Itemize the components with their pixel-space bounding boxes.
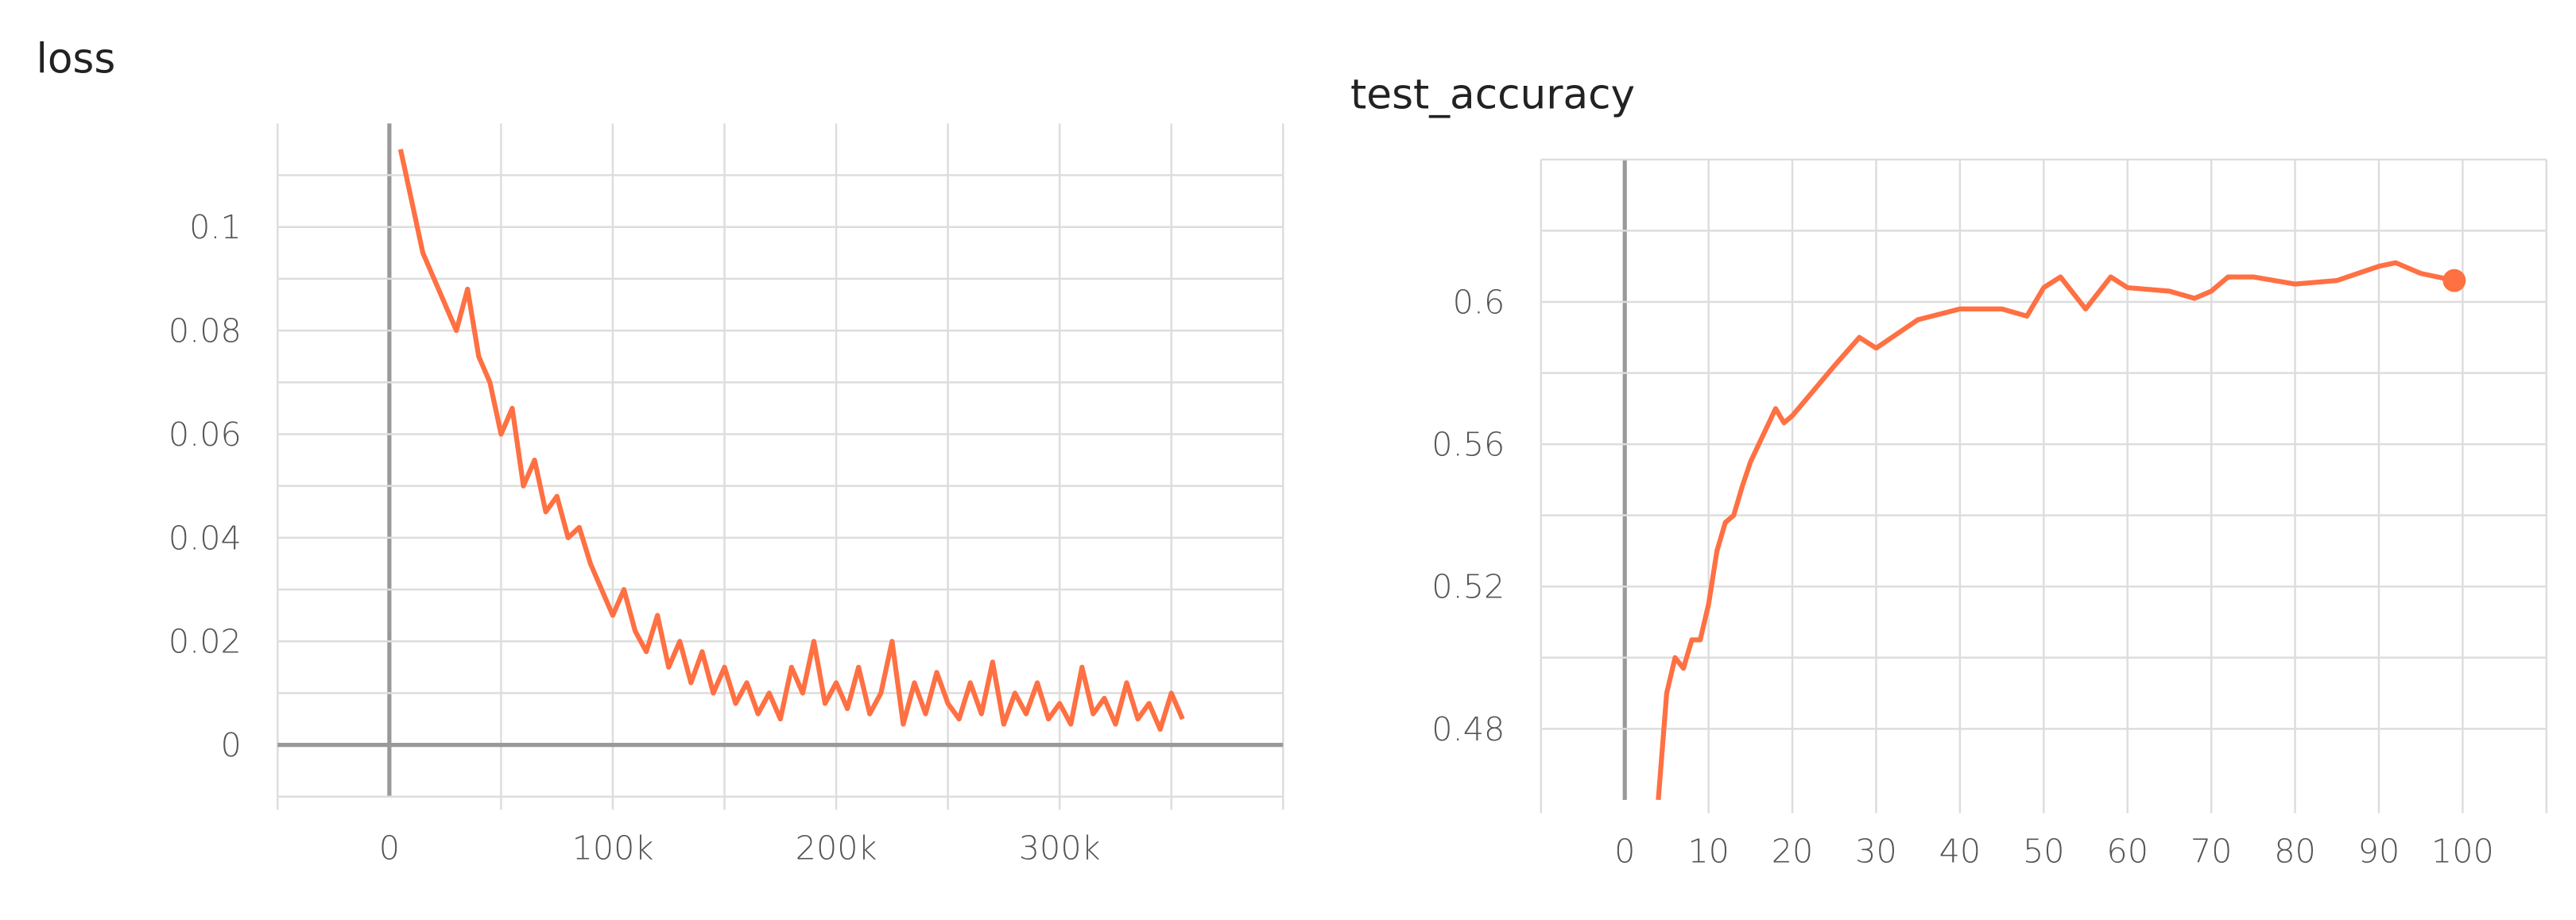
plot-area — [1656, 260, 2455, 800]
y-tick-label: 0.56 — [1431, 426, 1505, 464]
line — [397, 149, 1185, 733]
y-tick-label: 0.1 — [189, 208, 242, 246]
x-tick-label: 10 — [1687, 832, 1730, 870]
y-tick-label: 0.52 — [1431, 568, 1505, 606]
y-tick-label: 0.08 — [169, 312, 242, 350]
chart-title: loss — [36, 35, 115, 83]
y-tick-label: 0 — [221, 726, 242, 764]
x-tick-label: 200k — [796, 829, 877, 867]
y-tick-label: 0.48 — [1431, 710, 1505, 748]
end-point — [2442, 269, 2466, 292]
x-tick-label: 70 — [2191, 832, 2233, 870]
x-tick-label: 80 — [2274, 832, 2316, 870]
x-tick-label: 60 — [2106, 832, 2148, 870]
plot-area — [397, 149, 1185, 733]
y-tick-label: 0.04 — [169, 519, 242, 557]
x-tick-label: 0 — [1614, 832, 1635, 870]
y-tick-label: 0.6 — [1453, 283, 1505, 321]
y-tick-label: 0.02 — [169, 623, 242, 661]
x-tick-label: 300k — [1019, 829, 1101, 867]
x-tick-label: 20 — [1772, 832, 1814, 870]
chart-title: test_accuracy — [1350, 72, 1635, 119]
x-tick-label: 100 — [2431, 832, 2494, 870]
x-tick-label: 30 — [1855, 832, 1897, 870]
x-tick-label: 50 — [2023, 832, 2065, 870]
x-tick-label: 100k — [572, 829, 654, 867]
x-tick-label: 40 — [1939, 832, 1981, 870]
x-tick-label: 0 — [379, 829, 400, 867]
y-tick-label: 0.06 — [169, 416, 242, 454]
x-tick-label: 90 — [2358, 832, 2400, 870]
line — [1656, 260, 2455, 800]
